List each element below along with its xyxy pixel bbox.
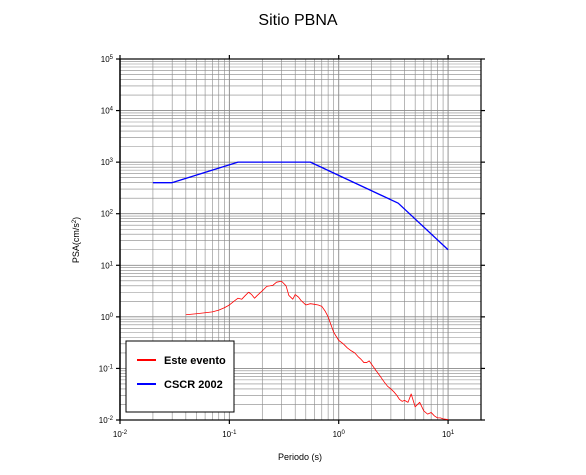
y-tick-label-base: 10: [101, 210, 110, 219]
x-tick-label: 10-2: [113, 430, 128, 439]
y-tick-label: 103: [101, 158, 114, 167]
x-tick-label-base: 10: [113, 430, 122, 439]
y-tick-label: 10-1: [99, 364, 114, 373]
y-tick-label-exponent: 5: [110, 55, 114, 61]
legend: Este evento CSCR 2002: [125, 340, 235, 413]
chart-title: Sitio PBNA: [258, 12, 337, 29]
y-tick-label: 104: [101, 107, 114, 116]
series-group: [152, 161, 449, 420]
y-tick-label-base: 10: [101, 158, 110, 167]
legend-label-series-1: CSCR 2002: [164, 379, 223, 391]
series-line-este-evento: [185, 280, 449, 420]
x-axis-label: Periodo (s): [278, 452, 322, 462]
y-axis-label-end: ): [71, 217, 81, 220]
y-tick-label-exponent: 1: [110, 261, 114, 267]
legend-box: [125, 340, 235, 413]
y-tick-label-exponent: 0: [110, 313, 114, 319]
y-tick-label: 100: [101, 313, 114, 322]
x-tick-label-base: 10: [222, 430, 231, 439]
y-tick-label-base: 10: [101, 261, 110, 270]
y-tick-label-base: 10: [101, 55, 110, 64]
x-tick-label: 101: [442, 430, 455, 439]
x-tick-label-exponent: 1: [451, 430, 455, 436]
y-tick-label-base: 10: [99, 364, 108, 373]
x-tick-labels: 10-2 10-1 100 101: [113, 430, 455, 439]
x-tick-label-exponent: -2: [122, 430, 128, 436]
series-line-cscr-2002: [152, 161, 449, 251]
x-tick-label-base: 10: [442, 430, 451, 439]
plot-frame: [119, 58, 482, 421]
y-tick-label-exponent: 4: [110, 107, 114, 113]
legend-label-series-0: Este evento: [164, 355, 226, 367]
y-tick-label: 10-2: [99, 416, 114, 425]
y-tick-label-exponent: 3: [110, 158, 114, 164]
y-tick-label-base: 10: [101, 107, 110, 116]
y-tick-label-base: 10: [101, 313, 110, 322]
y-tick-label: 101: [101, 261, 114, 270]
y-axis-label-sup: 2: [72, 219, 78, 223]
y-tick-label-exponent: -1: [108, 364, 114, 370]
y-axis-label-main: PSA(cm/s: [71, 223, 81, 264]
x-tick-label: 100: [333, 430, 346, 439]
x-tick-label-exponent: 0: [342, 430, 346, 436]
x-tick-label-exponent: -1: [231, 430, 237, 436]
y-axis-label: PSA(cm/s2): [71, 217, 81, 263]
x-tick-label: 10-1: [222, 430, 237, 439]
y-tick-label-exponent: -2: [108, 416, 114, 422]
y-tick-label-base: 10: [99, 416, 108, 425]
x-tick-label-base: 10: [333, 430, 342, 439]
y-tick-label-exponent: 2: [110, 210, 114, 216]
y-tick-label: 105: [101, 55, 114, 64]
y-tick-label: 102: [101, 210, 114, 219]
axes: [116, 55, 485, 424]
